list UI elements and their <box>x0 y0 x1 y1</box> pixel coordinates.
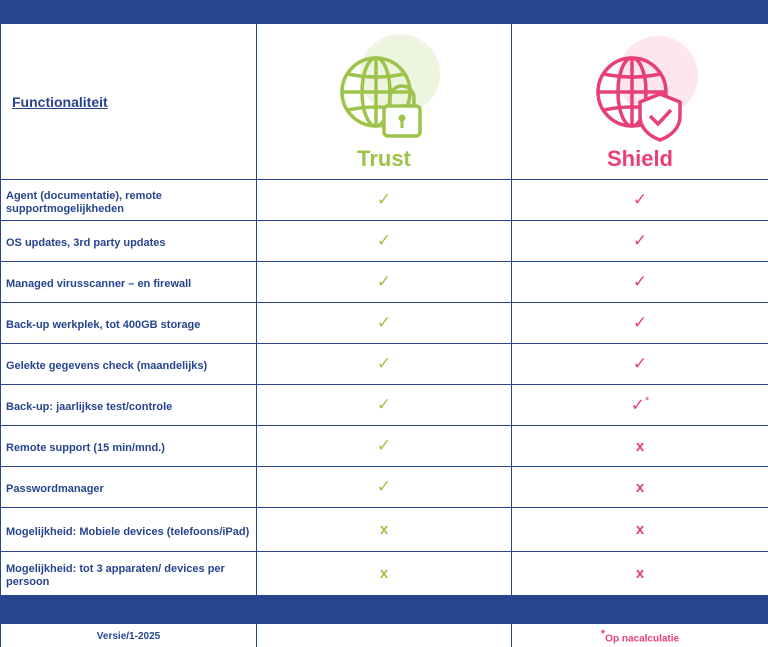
footnote-asterisk: * <box>600 628 606 641</box>
check-mark: ✓ <box>630 395 645 415</box>
version-label: Versie/1-2025 <box>0 623 257 647</box>
check-icon: ✓ <box>256 179 512 221</box>
check-icon: ✓ <box>511 220 768 262</box>
check-icon: ✓ <box>511 343 768 385</box>
check-icon: ✓* <box>511 384 768 426</box>
check-icon: ✓ <box>256 466 512 508</box>
footer-row: Versie/1-2025 *Op nacalculatie <box>0 623 768 647</box>
shield-column-header: Shield <box>511 23 768 180</box>
column-title: Functionaliteit <box>12 93 108 110</box>
table-row: Back-up: jaarlijkse test/controle ✓ ✓* <box>0 384 768 426</box>
cross-icon: x <box>256 551 512 596</box>
shield-title: Shield <box>606 145 673 171</box>
cross-icon: x <box>511 507 768 552</box>
footer-band <box>0 595 768 624</box>
feature-label: Back-up werkplek, tot 400GB storage <box>0 302 257 344</box>
check-icon: ✓ <box>511 179 768 221</box>
table-row: Mogelijkheid: tot 3 apparaten/ devices p… <box>0 551 768 596</box>
check-icon: ✓ <box>256 384 512 426</box>
check-icon: ✓ <box>256 261 512 303</box>
table-row: Mogelijkheid: Mobiele devices (telefoons… <box>0 507 768 552</box>
table-row: Back-up werkplek, tot 400GB storage ✓ ✓ <box>0 302 768 344</box>
check-icon: ✓ <box>511 302 768 344</box>
feature-label: Managed virusscanner – en firewall <box>0 261 257 303</box>
cross-icon: x <box>511 466 768 508</box>
cross-icon: x <box>511 425 768 467</box>
check-icon: ✓ <box>256 220 512 262</box>
globe-shield-icon <box>596 35 698 142</box>
table-row: Remote support (15 min/mnd.) ✓ x <box>0 425 768 467</box>
feature-label: Gelekte gegevens check (maandelijks) <box>0 343 257 385</box>
feature-label: Agent (documentatie), remote supportmoge… <box>0 179 257 221</box>
footer-empty-cell <box>256 623 512 647</box>
feature-label: Back-up: jaarlijkse test/controle <box>0 384 257 426</box>
feature-label: Passwordmanager <box>0 466 257 508</box>
table-row: Managed virusscanner – en firewall ✓ ✓ <box>0 261 768 303</box>
table-row: Passwordmanager ✓ x <box>0 466 768 508</box>
check-icon: ✓ <box>256 302 512 344</box>
cross-icon: x <box>256 507 512 552</box>
table-header-row: Functionaliteit <box>0 23 768 180</box>
cross-icon: x <box>511 551 768 596</box>
feature-label: Mogelijkheid: Mobiele devices (telefoons… <box>0 507 257 552</box>
feature-label: OS updates, 3rd party updates <box>0 220 257 262</box>
feature-label: Mogelijkheid: tot 3 apparaten/ devices p… <box>0 551 257 596</box>
feature-label: Remote support (15 min/mnd.) <box>0 425 257 467</box>
top-banner <box>0 0 768 23</box>
table-row: Agent (documentatie), remote supportmoge… <box>0 179 768 221</box>
feature-column-header: Functionaliteit <box>0 23 257 180</box>
trust-title: Trust <box>357 145 411 171</box>
comparison-table: Functionaliteit <box>0 23 768 647</box>
asterisk-mark: * <box>644 394 650 407</box>
trust-column-header: Trust <box>256 23 512 180</box>
footnote-text: Op nacalculatie <box>605 633 680 645</box>
globe-lock-icon <box>340 33 440 138</box>
footer-band-cell <box>0 595 768 624</box>
check-icon: ✓ <box>256 343 512 385</box>
footnote: *Op nacalculatie <box>511 623 768 647</box>
table-row: Gelekte gegevens check (maandelijks) ✓ ✓ <box>0 343 768 385</box>
check-icon: ✓ <box>511 261 768 303</box>
table-row: OS updates, 3rd party updates ✓ ✓ <box>0 220 768 262</box>
check-icon: ✓ <box>256 425 512 467</box>
